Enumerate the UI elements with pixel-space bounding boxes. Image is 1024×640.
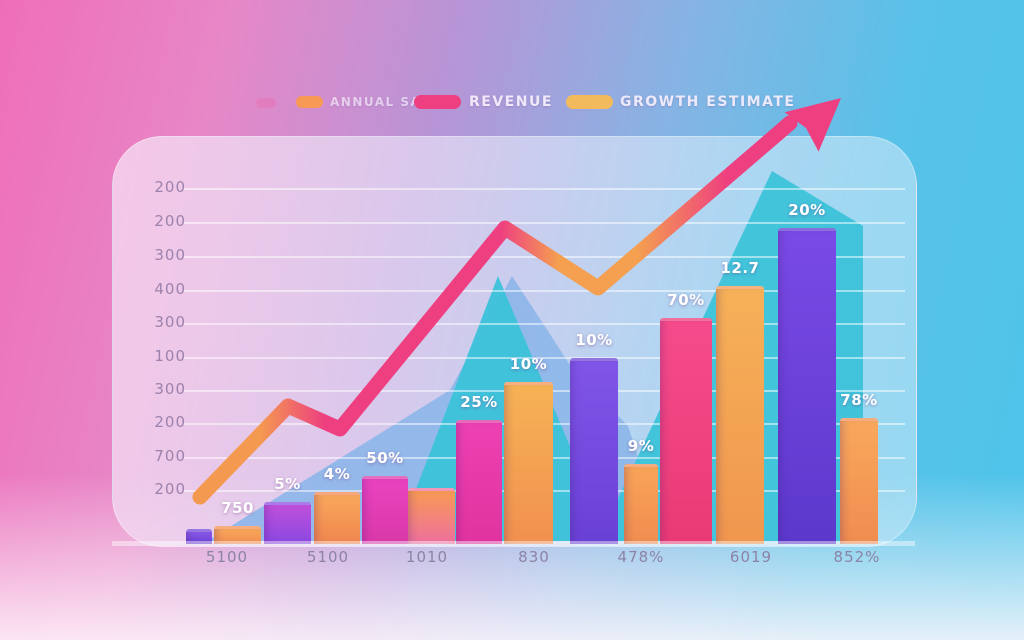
y-axis-tick-label: 300 — [154, 380, 186, 398]
legend-label: GROWTH ESTIMATE — [620, 94, 796, 110]
legend-swatch — [296, 96, 323, 108]
bar-5[interactable] — [362, 476, 408, 544]
grid-line — [183, 188, 905, 190]
y-axis-tick-label: 400 — [154, 280, 186, 298]
bar-value-label: 50% — [366, 449, 404, 467]
legend-swatch — [256, 98, 276, 108]
x-axis-tick-label: 6019 — [729, 548, 773, 566]
x-axis-tick-label: 830 — [518, 548, 550, 566]
bar-12[interactable] — [716, 286, 764, 544]
bar-value-label: 750 — [221, 499, 254, 517]
x-axis-tick-label: 5100 — [306, 548, 350, 566]
grid-line — [183, 222, 905, 224]
legend-label: REVENUE — [469, 94, 553, 110]
x-axis-tick-label: 5100 — [205, 548, 249, 566]
bar-6[interactable] — [408, 488, 455, 544]
bar-value-label: 78% — [840, 391, 878, 409]
bar-value-label: 20% — [788, 201, 826, 219]
bar-13[interactable] — [778, 228, 836, 544]
y-axis-tick-label: 200 — [154, 480, 186, 498]
bar-4[interactable] — [314, 492, 360, 544]
bar-value-label: 4% — [323, 465, 351, 483]
bar-10[interactable] — [624, 464, 658, 544]
y-axis-tick-label: 300 — [154, 313, 186, 331]
y-axis-tick-label: 200 — [154, 178, 186, 196]
bar-value-label: 9% — [627, 437, 655, 455]
bar-2[interactable] — [214, 526, 261, 544]
bar-value-label: 10% — [509, 355, 548, 373]
legend-swatch — [414, 95, 461, 109]
x-axis-tick-label: 1010 — [405, 548, 449, 566]
legend-swatch — [566, 95, 613, 109]
y-axis-tick-label: 100 — [154, 347, 186, 365]
bar-1[interactable] — [186, 529, 212, 544]
x-axis-tick-label: 852% — [833, 548, 881, 566]
chart-baseline — [112, 541, 915, 546]
y-axis-tick-label: 200 — [154, 212, 186, 230]
x-axis-tick-label: 478% — [617, 548, 665, 566]
bar-value-label: 70% — [667, 291, 705, 309]
bar-value-label: 12.7 — [720, 259, 760, 277]
y-axis-tick-label: 300 — [154, 246, 186, 264]
bar-value-label: 25% — [460, 393, 498, 411]
bar-7[interactable] — [456, 420, 502, 544]
bar-value-label: 10% — [575, 331, 613, 349]
bar-11[interactable] — [660, 318, 712, 544]
y-axis-tick-label: 200 — [154, 413, 186, 431]
y-axis-tick-label: 700 — [154, 447, 186, 465]
bar-14[interactable] — [840, 418, 878, 544]
